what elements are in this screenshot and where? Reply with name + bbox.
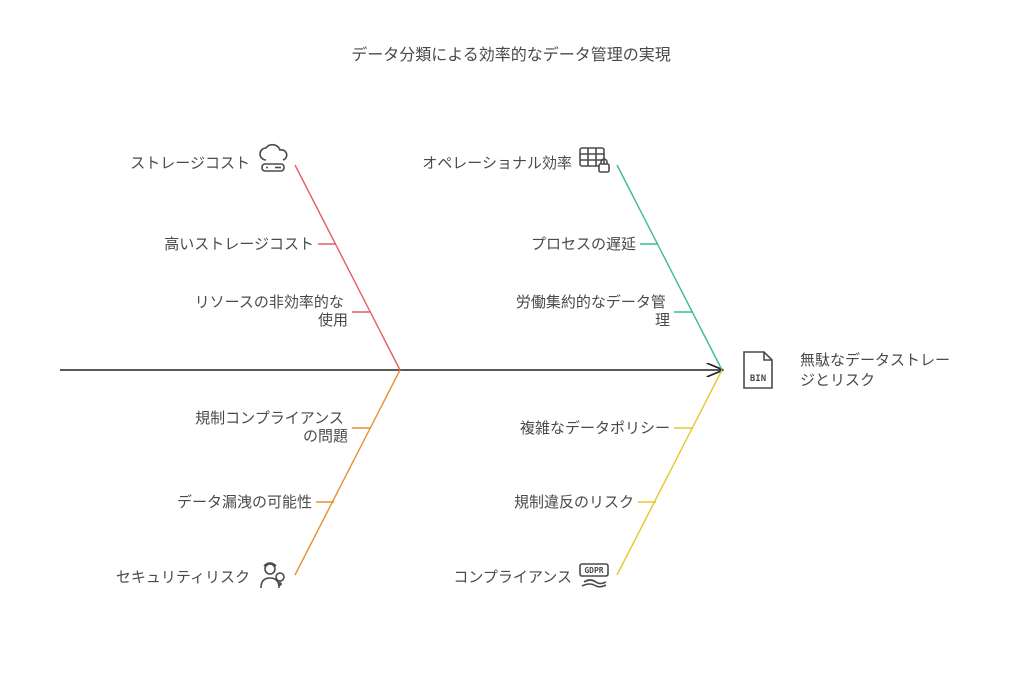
diagram-title: データ分類による効率的なデータ管理の実現 [351,45,671,64]
sub-label: 規制違反のリスク [514,494,634,511]
sub-label: リソースの非効率的な 使用 [195,294,348,329]
category-label-compliance: コンプライアンス [453,569,572,586]
fishbone-diagram: データ分類による効率的なデータ管理の実現 BIN 無駄なデータストレー ジとリス… [0,0,1022,680]
sub-label: 労働集約的なデータ管 理 [516,293,670,329]
sub-label: 規制コンプライアンス の問題 [195,410,348,445]
sub-label: 複雑なデータポリシー [520,419,670,437]
result-label-line2: ジとリスク [800,372,875,389]
security-person-icon [261,563,284,588]
result-label-line1: 無駄なデータストレー [800,351,950,369]
bone-security-risk [295,370,400,575]
svg-text:BIN: BIN [750,374,766,384]
result-node: BIN [744,352,772,388]
cloud-server-icon [260,145,287,171]
bone-operational-efficiency [617,165,722,370]
bone-storage-cost [295,165,400,370]
sub-label: データ漏洩の可能性 [177,493,312,511]
category-label-security-risk: セキュリティリスク [116,569,250,586]
category-label-storage-cost: ストレージコスト [130,155,250,172]
bin-file-icon: BIN [744,352,772,388]
gdpr-icon: GDPR [580,564,608,587]
sub-label: 高いストレージコスト [164,236,314,253]
sub-label: プロセスの遅延 [531,236,636,253]
category-label-operational-efficiency: オペレーショナル効率 [422,155,572,172]
bone-compliance [617,370,722,575]
table-lock-icon [580,148,609,172]
svg-text:GDPR: GDPR [584,566,603,575]
